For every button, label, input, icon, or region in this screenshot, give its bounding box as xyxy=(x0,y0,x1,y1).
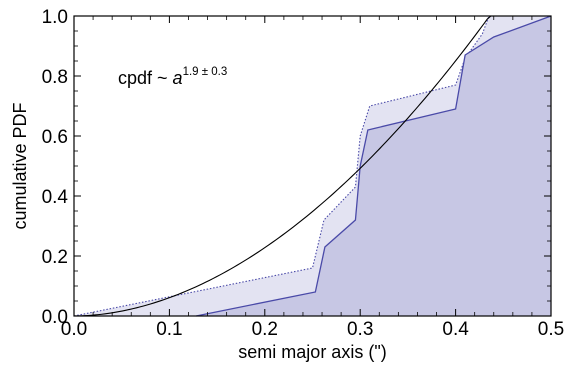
y-tick-label: 0.8 xyxy=(42,67,68,88)
x-tick-label: 0.4 xyxy=(442,319,469,340)
y-tick-label: 0.6 xyxy=(42,127,68,148)
y-tick-label: 0.4 xyxy=(42,187,69,208)
tick-labels: 0.0 0.1 0.2 0.3 0.4 0.5 0.0 0.2 0.4 0.6 0.8 1.0 xyxy=(42,7,565,340)
annotation-base: a xyxy=(173,68,183,88)
y-axis-label: cumulative PDF xyxy=(10,102,30,229)
fit-annotation: cpdf ~ a1.9 ± 0.3 xyxy=(118,66,227,88)
x-tick-label: 0.1 xyxy=(156,319,182,340)
lower-solid-band-line xyxy=(195,15,552,317)
annotation-exponent: 1.9 ± 0.3 xyxy=(183,66,228,78)
y-tick-label: 0.2 xyxy=(42,247,68,268)
x-tick-label: 0.3 xyxy=(347,319,373,340)
x-axis-label: semi major axis (") xyxy=(238,342,386,362)
y-tick-label: 0.0 xyxy=(42,307,68,328)
x-tick-label: 0.0 xyxy=(61,319,87,340)
x-tick-label: 0.5 xyxy=(538,319,564,340)
axis-ticks xyxy=(73,15,552,317)
fit-layer xyxy=(73,15,492,317)
power-law-fit-line xyxy=(73,15,492,317)
data-bands xyxy=(73,15,552,317)
annotation-prefix: cpdf ~ xyxy=(118,68,173,88)
lower-solid-band-fill xyxy=(196,16,551,316)
x-tick-label: 0.2 xyxy=(252,319,278,340)
y-tick-label: 1.0 xyxy=(42,7,68,28)
